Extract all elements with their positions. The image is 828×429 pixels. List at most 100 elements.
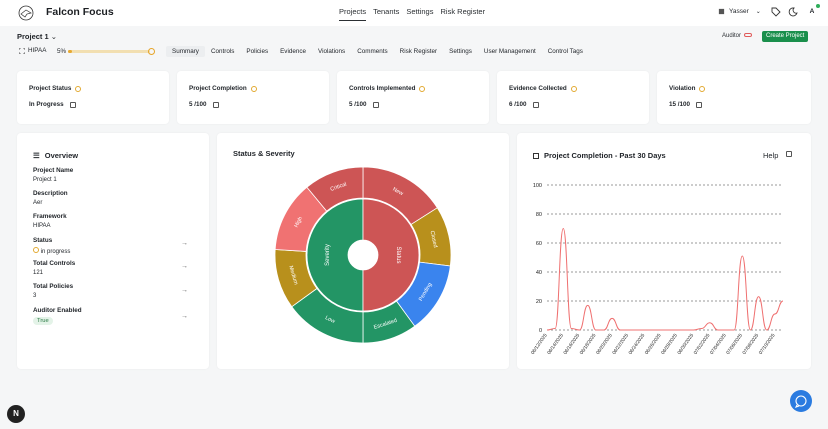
inner-label: Status — [395, 246, 401, 263]
tab-controls[interactable]: Controls — [210, 48, 235, 55]
tab-comments[interactable]: Comments — [357, 48, 388, 55]
loading-icon — [75, 85, 82, 92]
y-tick-label: 0 — [539, 328, 542, 334]
stat-title: Project Status — [29, 85, 72, 92]
outer-label: Critical — [330, 182, 348, 193]
stat-card-project-status: Project Status In Progress — [17, 71, 169, 124]
clock-icon — [148, 48, 155, 55]
x-tick-label: 07/06/2025 — [725, 332, 744, 355]
external-link-icon[interactable] — [69, 101, 76, 108]
y-tick-label: 20 — [536, 299, 542, 305]
expand-icon — [19, 47, 25, 54]
tab-policies[interactable]: Policies — [246, 48, 269, 55]
x-tick-label: 06/22/2025 — [611, 332, 630, 355]
tab-risk-register[interactable]: Risk Register — [399, 48, 438, 55]
nav-projects[interactable]: Projects — [339, 7, 367, 21]
x-tick-label: 07/02/2025 — [693, 332, 712, 355]
chart-icon — [533, 152, 539, 159]
auditor-toggle[interactable]: Auditor — [722, 33, 753, 39]
stat-title: Evidence Collected — [509, 85, 567, 92]
framework-name: HIPAA — [28, 47, 47, 54]
project-title: Project 1 — [17, 32, 49, 41]
x-tick-label: 06/14/2025 — [546, 332, 565, 355]
stat-card-evidence-collected: Evidence Collected 6 /100 — [497, 71, 649, 124]
stat-title: Controls Implemented — [349, 85, 416, 92]
x-tick-label: 07/10/2025 — [758, 332, 777, 355]
x-tick-label: 06/12/2025 — [530, 332, 549, 355]
overview-value: Project 1 — [33, 177, 57, 183]
arrow-right-icon[interactable]: → — [181, 240, 188, 247]
building-icon — [718, 8, 725, 15]
moon-icon[interactable] — [788, 7, 798, 17]
overview-item: Status in progress — [33, 237, 70, 255]
nav-settings[interactable]: Settings — [406, 7, 434, 16]
completion-chart-card: Project Completion - Past 30 Days Help 0… — [517, 133, 811, 369]
tab-evidence[interactable]: Evidence — [280, 48, 307, 55]
nav-risk-register[interactable]: Risk Register — [440, 7, 486, 16]
clock-icon — [699, 85, 706, 92]
arrow-right-icon[interactable]: → — [181, 263, 188, 270]
x-tick-label: 07/04/2025 — [709, 332, 728, 355]
clock-icon — [570, 85, 577, 92]
clock-icon — [419, 85, 426, 92]
tab-violations[interactable]: Violations — [318, 48, 346, 55]
x-tick-label: 07/08/2025 — [742, 332, 761, 355]
tag-icon[interactable] — [771, 7, 781, 17]
overview-item: Total Policies 3 — [33, 283, 73, 299]
status-badge: True — [33, 317, 53, 325]
falcon-logo — [18, 5, 34, 21]
arrow-right-icon[interactable]: → — [181, 313, 188, 320]
stat-value: 5 /100 — [349, 101, 367, 108]
chart-title: Project Completion - Past 30 Days — [544, 151, 666, 160]
app-name: Falcon Focus — [46, 6, 114, 18]
outer-slice[interactable] — [306, 166, 364, 212]
external-link-icon[interactable] — [532, 101, 539, 108]
outer-label: New — [391, 187, 404, 198]
list-icon: ☰ — [33, 151, 40, 160]
x-tick-label: 06/18/2025 — [579, 332, 598, 355]
tab-user-management[interactable]: User Management — [483, 48, 536, 55]
stat-card-controls-implemented: Controls Implemented 5 /100 — [337, 71, 489, 124]
avatar[interactable]: A — [806, 4, 820, 18]
progress-bar — [68, 50, 150, 53]
user-menu[interactable]: Yasser ⌄ — [718, 8, 761, 15]
inner-slice[interactable] — [306, 198, 364, 312]
line-chart: 0 20 40 60 80 100 06/12/202506/14/202506/16/20… — [530, 183, 784, 356]
external-link-icon[interactable] — [212, 101, 219, 108]
arrow-right-icon[interactable]: → — [181, 287, 188, 294]
tab-summary[interactable]: Summary — [166, 46, 205, 57]
n-logo-button[interactable]: N — [7, 405, 25, 423]
chat-button[interactable] — [790, 390, 812, 412]
overview-value: HIPAA — [33, 223, 51, 229]
overview-label: Project Name — [33, 167, 74, 174]
overview-label: Total Controls — [33, 260, 76, 267]
overview-value: Aer — [33, 200, 43, 206]
overview-label: Framework — [33, 213, 67, 220]
overview-card: ☰ Overview Project Name Project 1 Descript… — [17, 133, 209, 369]
framework-tag: HIPAA — [19, 47, 46, 54]
series-line — [546, 227, 784, 331]
clock-icon — [250, 85, 257, 92]
overview-item: Auditor Enabled True — [33, 307, 82, 325]
create-project-button[interactable]: Create Project — [762, 31, 809, 42]
stat-value: In Progress — [29, 101, 64, 108]
inner-slice[interactable] — [362, 198, 420, 312]
outer-label: Closed — [429, 230, 439, 248]
overview-title: Overview — [44, 151, 79, 160]
tab-settings[interactable]: Settings — [449, 48, 472, 55]
chevron-down-icon: ⌄ — [755, 9, 761, 15]
toggle-switch[interactable] — [744, 33, 753, 38]
tab-control-tags[interactable]: Control Tags — [547, 48, 583, 55]
y-tick-label: 60 — [536, 241, 542, 247]
stat-card-violation: Violation 15 /100 — [657, 71, 811, 124]
x-tick-label: 06/30/2025 — [676, 332, 695, 355]
x-tick-label: 06/16/2025 — [563, 332, 582, 355]
overview-label: Auditor Enabled — [33, 307, 82, 314]
nav-tenants[interactable]: Tenants — [373, 7, 400, 16]
help-link[interactable]: Help — [763, 151, 793, 160]
project-selector[interactable]: Project 1 ⌄ — [17, 32, 57, 41]
external-link-icon[interactable] — [372, 101, 379, 108]
stat-card-project-completion: Project Completion 5 /100 — [177, 71, 329, 124]
outer-label: Medium — [287, 265, 298, 286]
external-link-icon[interactable] — [696, 101, 703, 108]
